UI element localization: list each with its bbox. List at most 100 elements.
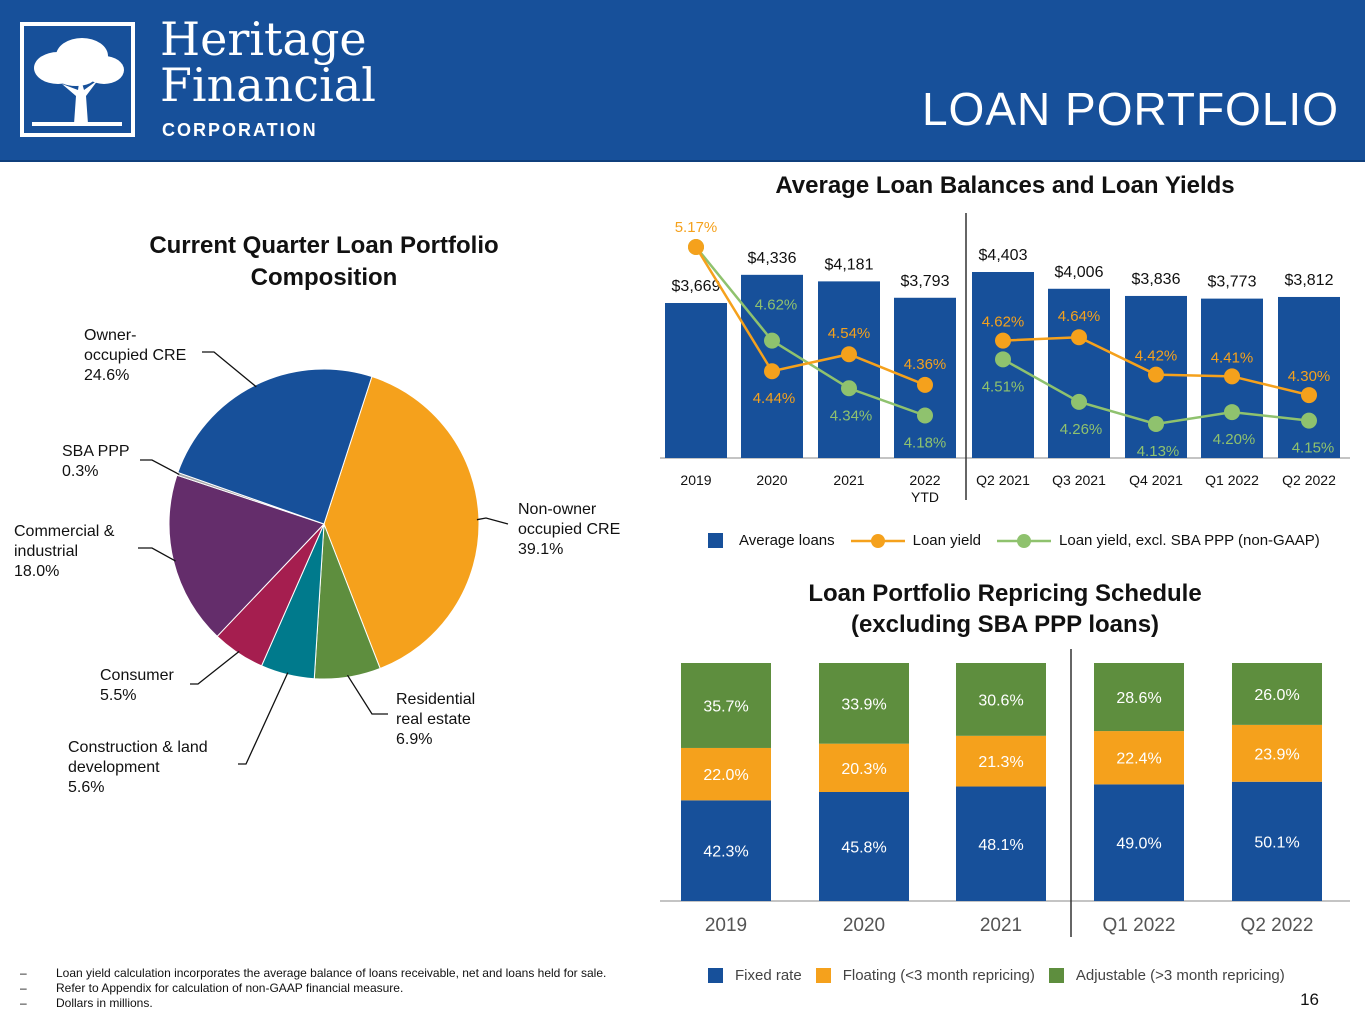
loan-yield-label: 4.41% (1211, 349, 1254, 366)
pie-leader-line (346, 674, 388, 715)
loan-yield-label: 4.54% (828, 325, 871, 342)
pie-label-line: Consumer (100, 667, 174, 684)
x-tick-label: 2020 (843, 915, 885, 936)
pie-title-line2: Composition (250, 264, 398, 291)
pie-label-line: occupied CRE (518, 521, 620, 538)
pie-slice-label: Consumer 5.5% (100, 667, 174, 704)
stacked-segment (956, 663, 1046, 736)
footnote-dash: – (20, 966, 27, 980)
pie-slice-label: SBA PPP 0.3% (62, 443, 130, 480)
footnote: – Refer to Appendix for calculation of no… (20, 981, 606, 996)
footnote: – Loan yield calculation incorporates the… (20, 966, 606, 981)
x-tick-label: 2020 (756, 472, 787, 488)
yield-ex-sba-point (1071, 393, 1087, 410)
yield-ex-sba-line (695, 246, 926, 417)
loan-yield-point (1224, 368, 1240, 385)
pie-title-line1: Current Quarter Loan Portfolio (149, 232, 499, 259)
yield-ex-sba-label: 4.18% (904, 434, 947, 451)
legend-label-loan-yield: Loan yield (912, 532, 982, 549)
bar-value-label: $3,793 (901, 273, 950, 290)
yield-ex-sba-point (1224, 404, 1240, 421)
legend-swatch-fixed (708, 968, 723, 983)
pie-slice-label: Owner-occupied CRE 24.6% (84, 327, 186, 384)
loan-yield-line (694, 246, 926, 387)
loan-yield-label: 5.17% (675, 219, 718, 236)
stacked-segment (1094, 663, 1184, 732)
average-loan-bar (1278, 296, 1340, 458)
bar-value-label: $4,336 (748, 250, 797, 267)
pie-label-line: 6.9% (396, 731, 432, 748)
logo-wordmark: Heritage Financial (160, 16, 376, 108)
pie-label-line: 24.6% (84, 367, 129, 384)
bar-chart-legend: Average loans Loan yield Loan yield, exc… (708, 532, 1334, 549)
footnote-text: Loan yield calculation incorporates the … (56, 966, 607, 980)
page-title: LOAN PORTFOLIO (921, 83, 1339, 135)
stacked-segment (1094, 731, 1184, 785)
footnote: – Dollars in millions. (20, 996, 606, 1011)
pie-label-line: Construction & land (68, 739, 208, 756)
x-tick-label: Q4 2021 (1129, 472, 1183, 488)
legend-swatch-average-loans (708, 533, 723, 548)
pie-leader-line (202, 351, 257, 388)
pie-label-line: 5.5% (100, 687, 136, 704)
loan-yield-point (1071, 329, 1087, 346)
loan-yield-label: 4.64% (1058, 308, 1101, 325)
stacked-segment (819, 791, 909, 901)
segment-value-label: 45.8% (841, 839, 886, 856)
pie-slice-label: Construction & land development 5.6% (68, 739, 208, 796)
page-number: 16 (1300, 990, 1319, 1009)
pie-label-line: 39.1% (518, 541, 563, 558)
legend-adjustable: Adjustable (>3 month repricing) (1048, 967, 1285, 984)
footnote-text: Refer to Appendix for calculation of non… (56, 981, 404, 995)
x-tick-label: Q1 2022 (1205, 472, 1259, 488)
logo-tree-icon (20, 22, 135, 137)
stacked-segment (956, 735, 1046, 787)
stacked-segment (681, 747, 771, 801)
legend-label-fixed: Fixed rate (735, 967, 802, 984)
x-tick-line: Q3 2021 (1052, 472, 1106, 488)
average-loan-bar (818, 281, 880, 458)
legend-floating: Floating (<3 month repricing) (815, 967, 1035, 984)
pie-label-line: SBA PPP (62, 443, 130, 460)
footnote-text: Dollars in millions. (56, 996, 153, 1010)
stack-title-line1: Loan Portfolio Repricing Schedule (808, 580, 1202, 607)
loan-yield-point (764, 363, 780, 380)
stacked-segment (681, 800, 771, 901)
segment-value-label: 49.0% (1116, 836, 1161, 853)
x-tick-label: 2021 (833, 472, 864, 488)
loan-yield-label: 4.42% (1135, 348, 1178, 365)
pie-label-line: Commercial & (14, 523, 115, 540)
yield-ex-sba-label: 4.26% (1060, 421, 1103, 438)
pie-slice (168, 474, 325, 638)
segment-value-label: 33.9% (841, 696, 886, 713)
x-tick-line: Q1 2022 (1205, 472, 1259, 488)
average-loan-bar (1048, 288, 1110, 458)
yield-ex-sba-label: 4.13% (1137, 443, 1180, 460)
segment-value-label: 23.9% (1254, 746, 1299, 763)
pie-slice-label: Residential real estate 6.9% (396, 691, 475, 748)
logo-name-line1: Heritage (160, 12, 367, 66)
stack-chart-title: Loan Portfolio Repricing Schedule (exclu… (660, 578, 1350, 640)
stacked-segment (681, 663, 771, 748)
x-tick-label: Q2 2022 (1282, 472, 1336, 488)
x-tick-line: 2019 (680, 472, 711, 488)
pie-leader-line (138, 547, 176, 562)
yield-ex-sba-point (1148, 416, 1164, 432)
yield-ex-sba-label: 4.15% (1292, 440, 1335, 457)
bar-value-label: $3,812 (1285, 272, 1334, 289)
pie-label-line: occupied CRE (84, 347, 186, 364)
repricing-chart: 42.3% 22.0% 35.7% 2019 45.8% 20.3% 33.9% 2020 48… (660, 649, 1350, 937)
bar-value-label: $4,006 (1055, 264, 1104, 281)
segment-value-label: 21.3% (978, 754, 1023, 771)
x-tick-label: 2019 (705, 915, 747, 936)
pie-chart-title: Current Quarter Loan Portfolio Compositi… (104, 230, 544, 294)
segment-value-label: 30.6% (978, 692, 1023, 709)
bar-chart-title: Average Loan Balances and Loan Yields (775, 172, 1235, 199)
stacked-segment (956, 786, 1046, 901)
pie-label-line: Owner- (84, 327, 136, 344)
legend-swatch-loan-yield-ex (997, 533, 1052, 548)
pie-slice (177, 368, 373, 525)
x-tick-line: Q2 2022 (1282, 472, 1336, 488)
loan-yield-point (1301, 387, 1317, 404)
pie-chart: Non-owner occupied CRE 39.1% Residential rea… (14, 327, 620, 796)
